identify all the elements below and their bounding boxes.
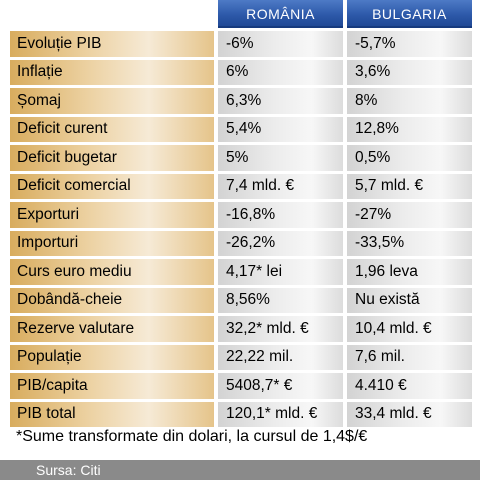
- bulgaria-value: 4.410 €: [347, 373, 472, 399]
- table-row: Deficit bugetar 5% 0,5%: [10, 145, 472, 171]
- table-row: Inflație 6% 3,6%: [10, 59, 472, 85]
- bulgaria-value: 3,6%: [347, 59, 472, 85]
- table-row: Deficit curent 5,4% 12,8%: [10, 116, 472, 142]
- header-bulgaria: BULGARIA: [347, 0, 472, 28]
- bulgaria-value: -33,5%: [347, 230, 472, 256]
- row-label: Curs euro mediu: [10, 259, 214, 285]
- source-label: Sursa: Citi: [36, 462, 101, 478]
- table-row: Dobândă-cheie 8,56% Nu există: [10, 287, 472, 313]
- row-label: Dobândă-cheie: [10, 287, 214, 313]
- row-label: PIB/capita: [10, 373, 214, 399]
- bulgaria-value: 8%: [347, 88, 472, 114]
- bulgaria-value: 33,4 mld. €: [347, 401, 472, 427]
- bulgaria-value: 12,8%: [347, 116, 472, 142]
- bulgaria-value: -5,7%: [347, 31, 472, 57]
- row-label: Rezerve valutare: [10, 316, 214, 342]
- romania-value: 32,2* mld. €: [218, 316, 343, 342]
- bulgaria-value: 0,5%: [347, 145, 472, 171]
- row-label: Deficit comercial: [10, 173, 214, 199]
- romania-value: 8,56%: [218, 287, 343, 313]
- table-row: PIB total 120,1* mld. €33,4 mld. €: [10, 401, 472, 427]
- romania-value: -26,2%: [218, 230, 343, 256]
- comparison-table: ROMÂNIA BULGARIA Evoluție PIB -6% -5,7% Inf…: [10, 0, 472, 430]
- row-label: Șomaj: [10, 88, 214, 114]
- footnote: *Sume transformate din dolari, la cursul…: [16, 428, 368, 445]
- header-blank: [10, 0, 214, 28]
- romania-value: 6%: [218, 59, 343, 85]
- bulgaria-value: 5,7 mld. €: [347, 173, 472, 199]
- romania-value: 7,4 mld. €: [218, 173, 343, 199]
- row-label: Exporturi: [10, 202, 214, 228]
- romania-value: 5,4%: [218, 116, 343, 142]
- bulgaria-value: 1,96 leva: [347, 259, 472, 285]
- bulgaria-value: Nu există: [347, 287, 472, 313]
- table-row: Populație 22,22 mil. 7,6 mil.: [10, 344, 472, 370]
- bulgaria-value: 10,4 mld. €: [347, 316, 472, 342]
- bulgaria-value: 7,6 mil.: [347, 344, 472, 370]
- romania-value: -16,8%: [218, 202, 343, 228]
- romania-value: 5408,7* €: [218, 373, 343, 399]
- table-row: Curs euro mediu 4,17* lei 1,96 leva: [10, 259, 472, 285]
- table-row: Deficit comercial 7,4 mld. €5,7 mld. €: [10, 173, 472, 199]
- bulgaria-value: -27%: [347, 202, 472, 228]
- row-label: Importuri: [10, 230, 214, 256]
- romania-value: 5%: [218, 145, 343, 171]
- header-romania: ROMÂNIA: [218, 0, 343, 28]
- table-row: Evoluție PIB -6% -5,7%: [10, 31, 472, 57]
- row-label: PIB total: [10, 401, 214, 427]
- romania-value: -6%: [218, 31, 343, 57]
- source-bar: Sursa: Citi: [0, 460, 480, 480]
- romania-value: 120,1* mld. €: [218, 401, 343, 427]
- romania-value: 4,17* lei: [218, 259, 343, 285]
- table-body: Evoluție PIB -6% -5,7% Inflație 6% 3,6% Șomaj 6…: [10, 31, 472, 427]
- romania-value: 6,3%: [218, 88, 343, 114]
- table-header: ROMÂNIA BULGARIA: [10, 0, 472, 28]
- table-row: PIB/capita 5408,7* €4.410 €: [10, 373, 472, 399]
- romania-value: 22,22 mil.: [218, 344, 343, 370]
- row-label: Inflație: [10, 59, 214, 85]
- row-label: Deficit bugetar: [10, 145, 214, 171]
- table-row: Rezerve valutare 32,2* mld. €10,4 mld. €: [10, 316, 472, 342]
- table-row: Șomaj 6,3% 8%: [10, 88, 472, 114]
- row-label: Evoluție PIB: [10, 31, 214, 57]
- table-row: Exporturi -16,8% -27%: [10, 202, 472, 228]
- row-label: Populație: [10, 344, 214, 370]
- table-row: Importuri -26,2% -33,5%: [10, 230, 472, 256]
- row-label: Deficit curent: [10, 116, 214, 142]
